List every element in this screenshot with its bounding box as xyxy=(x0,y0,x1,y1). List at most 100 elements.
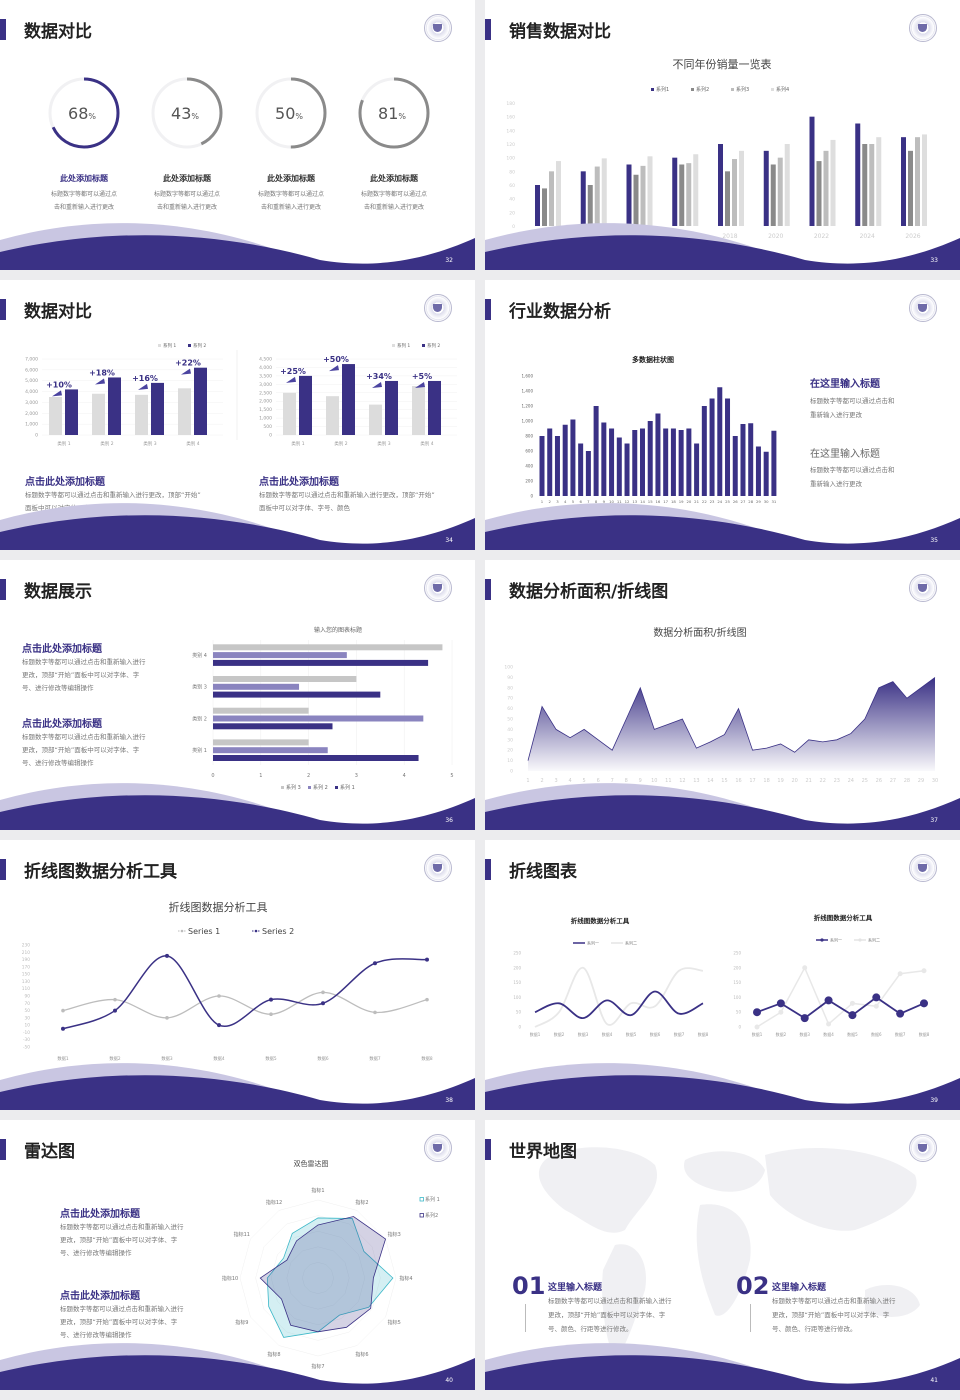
x-tick-label: 27 xyxy=(741,499,746,504)
bar xyxy=(213,755,419,761)
bar xyxy=(213,676,357,682)
x-tick-label: 7 xyxy=(587,499,590,504)
y-tick-label: 30 xyxy=(507,737,513,743)
block-desc: 标题数字等都可以通过点击和 xyxy=(810,466,895,474)
legend-label: 系列二 xyxy=(625,940,637,946)
y-tick-label: 250 xyxy=(733,951,741,956)
y-tick-label: 3,000 xyxy=(25,400,38,406)
bar xyxy=(213,652,347,659)
y-tick-label: 类别 3 xyxy=(192,684,207,691)
x-tick-label: 类别 4 xyxy=(420,440,433,447)
y-tick-label: 0 xyxy=(518,1025,521,1030)
growth-arrow-icon xyxy=(181,368,191,375)
x-tick-label: 数据3 xyxy=(578,1031,589,1037)
data-point xyxy=(872,993,881,1002)
bar xyxy=(732,436,738,496)
ring-desc: 标题数字等都可以通过点 xyxy=(154,190,220,198)
x-tick-label: 12 xyxy=(679,778,685,784)
y-tick-label: 50 xyxy=(736,1010,742,1015)
slide-39: 折线图表 折线图数据分析工具 系列一 系列二 折线图数据分析工具 系列一 系列二 0 50 10… xyxy=(485,840,960,1110)
legend-swatch xyxy=(731,88,734,91)
slide-33: 销售数据对比 不同年份销量一览表 系列1 系列2 系列3 系列4 0 20 40 60 80 100… xyxy=(485,0,960,270)
item-desc: 标题数字等都可以通过点击和重新输入进行 xyxy=(548,1297,672,1305)
radar-axis-label: 指标1 xyxy=(311,1187,324,1194)
x-tick-label: 数据6 xyxy=(650,1031,661,1037)
block-desc: 号、进行修改等编辑操作 xyxy=(60,1331,132,1339)
block-desc: 面板中可以对字体、字号、颜色 xyxy=(259,504,350,512)
y-tick-label: 400 xyxy=(525,464,533,469)
radar-axis-label: 指标3 xyxy=(388,1231,401,1238)
y-tick-label: 6,000 xyxy=(25,367,38,373)
data-point xyxy=(425,957,429,962)
x-tick-label: 2026 xyxy=(905,233,920,240)
block-desc: 更改，顶部“开始”面板中可以对字体、字 xyxy=(60,1318,178,1326)
bar xyxy=(601,422,607,496)
x-tick-label: 2024 xyxy=(860,233,875,240)
chart-title: 折线图数据分析工具 xyxy=(571,916,630,925)
x-tick-label: 数据5 xyxy=(265,1055,277,1062)
chart-title: 多数据柱状图 xyxy=(632,355,674,364)
university-logo xyxy=(424,294,452,322)
bar xyxy=(830,139,836,226)
growth-arrow-icon xyxy=(329,365,339,372)
bar xyxy=(679,164,685,226)
x-tick-label: 11 xyxy=(665,778,671,784)
ring-percent: 81% xyxy=(378,104,406,123)
y-tick-label: 3,500 xyxy=(259,373,272,379)
page-number: 39 xyxy=(930,1097,938,1104)
y-tick-label: 1,600 xyxy=(522,374,534,379)
x-tick-label: 16 xyxy=(656,499,661,504)
item-heading: 这里输入标题 xyxy=(772,1283,827,1293)
bar xyxy=(535,185,540,226)
legend-swatch xyxy=(188,344,191,347)
bar-series-1 xyxy=(369,404,382,435)
x-tick-label: 2020 xyxy=(768,233,783,240)
y-tick-label: 1,000 xyxy=(25,422,38,428)
y-tick-label: 160 xyxy=(506,115,515,121)
bar xyxy=(686,163,692,226)
bar xyxy=(213,723,333,730)
growth-arrow-icon xyxy=(372,381,382,388)
slide-title: 折线图表 xyxy=(509,862,577,882)
growth-arrow-icon xyxy=(286,376,296,383)
y-tick-label: 250 xyxy=(513,951,521,956)
radar-grid xyxy=(286,1246,350,1310)
y-tick-label: 类别 1 xyxy=(192,747,207,754)
growth-arrow-icon xyxy=(95,378,105,385)
slide-37: 数据分析面积/折线图 数据分析面积/折线图 0 10 20 30 40 50 60 70 80 90… xyxy=(485,560,960,830)
x-tick-label: 数据1 xyxy=(752,1031,763,1037)
legend-label: Series 1 xyxy=(188,927,220,936)
x-tick-label: 数据5 xyxy=(626,1031,637,1037)
bar xyxy=(547,428,553,496)
ring-progress xyxy=(358,77,430,149)
item-desc: 更改，顶部“开始”面板中可以对字体、字 xyxy=(548,1311,666,1319)
block-heading: 点击此处添加标题 xyxy=(60,1291,140,1302)
y-tick-label: 90 xyxy=(507,675,513,681)
y-tick-label: 7,000 xyxy=(25,357,38,363)
item-number: 02 xyxy=(736,1272,770,1300)
x-tick-label: 8 xyxy=(595,499,598,504)
chart-title: 双色雷达图 xyxy=(294,1159,329,1168)
block-desc: 重新输入进行更改 xyxy=(810,480,862,488)
ring-heading: 此处添加标题 xyxy=(370,173,419,183)
x-tick-label: 9 xyxy=(639,778,642,784)
bar xyxy=(539,436,545,496)
radar-axis-label: 指标7 xyxy=(311,1363,324,1370)
block-desc: 号、进行修改等编辑操作 xyxy=(60,1249,132,1257)
x-tick-label: 5 xyxy=(583,778,586,784)
x-tick-label: 3 xyxy=(355,773,358,779)
series-line xyxy=(756,996,925,1020)
legend-swatch xyxy=(691,88,694,91)
radar-grid xyxy=(255,1215,381,1341)
x-tick-label: 10 xyxy=(609,499,614,504)
x-tick-label: 20 xyxy=(686,499,691,504)
data-point xyxy=(800,1014,809,1023)
y-tick-label: 80 xyxy=(509,169,515,175)
x-tick-label: 4 xyxy=(564,499,567,504)
legend-marker xyxy=(820,938,824,942)
multi-bar-chart: 多数据柱状图 0 200 400 600 800 1,000 1,200 1,400 1,600 1… xyxy=(522,355,777,504)
growth-label: +18% xyxy=(89,368,115,377)
x-tick-label: 数据2 xyxy=(776,1031,787,1037)
x-tick-label: 19 xyxy=(777,778,783,784)
bottom-wave xyxy=(0,1063,475,1110)
